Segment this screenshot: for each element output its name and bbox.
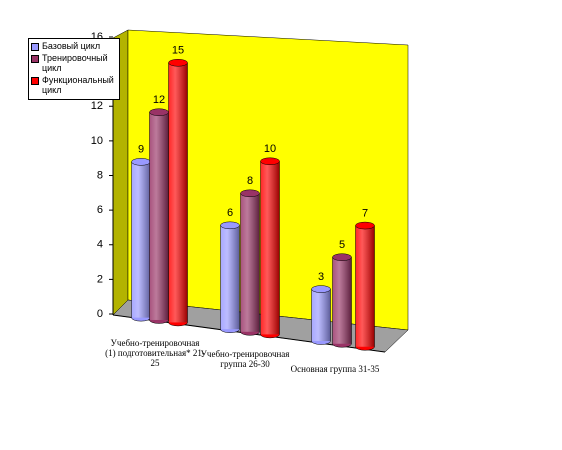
value-label: 5 [339,239,345,251]
legend-label: Тренировочный цикл [42,53,108,73]
bar-shade [311,289,331,342]
value-label: 9 [138,144,144,156]
value-label: 3 [318,271,324,283]
bar-shade [260,161,280,335]
legend-item: Тренировочный цикл [31,53,117,73]
bar-top [355,221,375,230]
bar-shade [220,225,240,330]
bar-top [149,108,169,116]
bar-top [220,221,240,230]
value-label: 15 [172,45,184,57]
legend: Базовый цикл Тренировочный цикл Функционал… [28,38,120,100]
y-tick-label: 0 [97,308,103,320]
bar-shade [131,161,151,318]
x-tick-label: Учебно-тренировочная (1) подготовительна… [105,338,205,368]
value-label: 12 [153,94,165,106]
bar-top [131,158,151,166]
legend-swatch [31,77,39,85]
value-label: 8 [247,175,253,187]
bar-shade [332,257,352,344]
y-tick-label: 6 [97,204,103,216]
value-label: 10 [264,143,276,155]
bar-top [332,253,352,261]
y-tick-label: 10 [91,135,103,147]
y-tick-label: 12 [91,100,103,112]
legend-label: Базовый цикл [42,41,101,51]
bar-shade [240,193,260,332]
bar-shade [355,225,375,347]
legend-item: Базовый цикл [31,41,117,51]
bar-shade [149,112,169,320]
legend-item: Функциональный цикл [31,75,117,95]
x-tick-label: Основная группа 31-35 [290,364,380,374]
x-tick-label: Учебно-тренировочная группа 26-30 [200,349,290,369]
bar-top [311,285,331,293]
legend-swatch [31,43,39,51]
value-label: 6 [227,207,233,219]
y-tick-label: 8 [97,169,103,181]
bar-shade [168,62,188,323]
legend-label: Функциональный цикл [42,75,114,95]
bar-top [260,157,280,166]
y-tick-label: 4 [97,239,103,251]
value-label: 7 [362,207,368,219]
bar-top [240,189,260,198]
bar-top [168,59,188,67]
legend-swatch [31,55,39,63]
y-tick-label: 2 [97,273,103,285]
